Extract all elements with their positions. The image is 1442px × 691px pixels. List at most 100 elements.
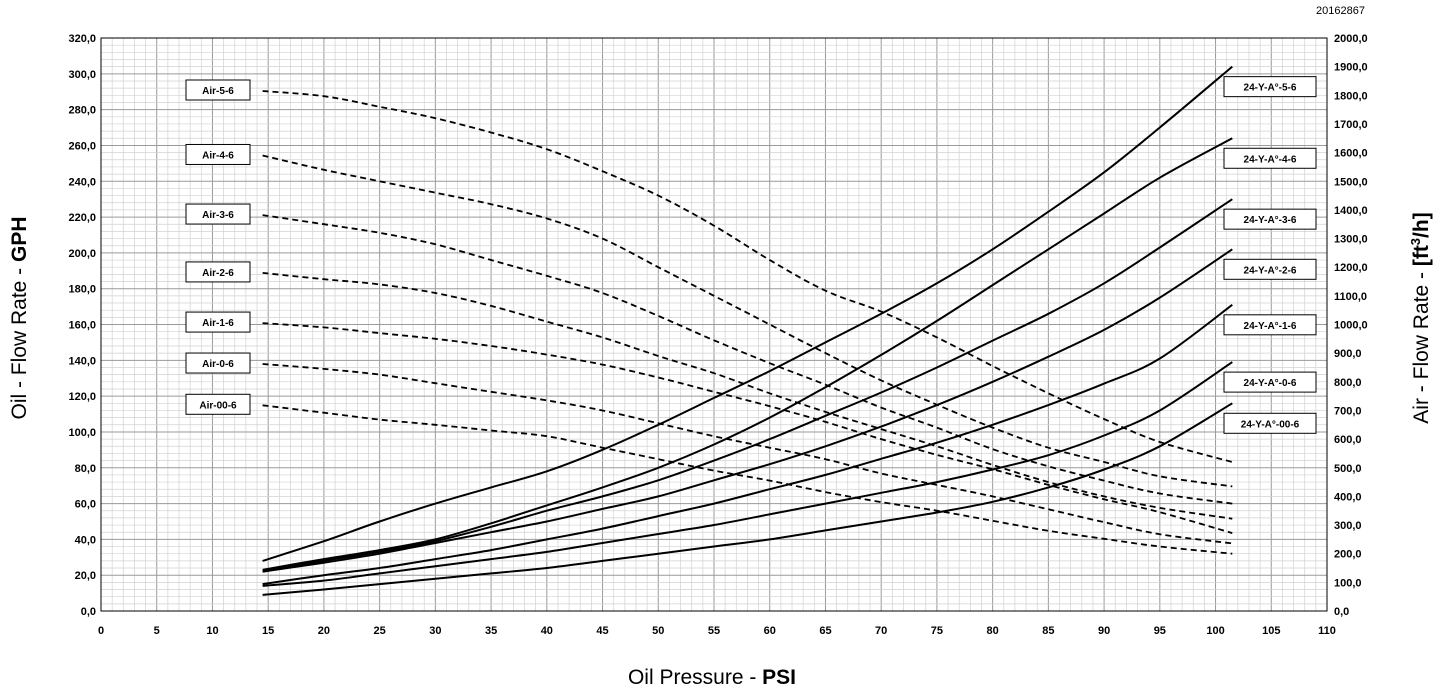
air-series-label: Air-4-6 [185, 143, 251, 165]
left-y-tick-label: 20,0 [75, 570, 96, 582]
x-tick-label: 10 [206, 625, 218, 637]
oil-series-label-frame [1223, 208, 1317, 230]
right-y-tick-label: 200,0 [1334, 549, 1362, 561]
left-y-tick-label: 320,0 [68, 33, 96, 45]
x-tick-label: 25 [374, 625, 386, 637]
oil-series-label-frame [1223, 412, 1317, 434]
x-tick-label: 70 [875, 625, 887, 637]
left-y-tick-label: 40,0 [75, 534, 96, 546]
air-series-label-frame [185, 393, 251, 415]
left-y-tick-label: 120,0 [68, 391, 96, 403]
right-y-tick-label: 1800,0 [1334, 90, 1368, 102]
oil-series-line [262, 361, 1233, 587]
x-tick-label: 40 [541, 625, 553, 637]
left-y-tick-label: 260,0 [68, 140, 96, 152]
air-series-label-text: Air-3-6 [202, 210, 234, 221]
air-series-label-text: Air-0-6 [202, 359, 234, 370]
x-tick-label: 65 [819, 625, 831, 637]
air-series-label-frame [185, 352, 251, 374]
air-series-label-text: Air-1-6 [202, 318, 234, 329]
right-y-tick-label: 900,0 [1334, 348, 1362, 360]
left-y-tick-label: 0,0 [81, 606, 96, 618]
oil-series-label-frame [1223, 258, 1317, 280]
air-series-line [262, 322, 1233, 534]
x-tick-label: 105 [1262, 625, 1280, 637]
right-y-tick-label: 0,0 [1334, 606, 1349, 618]
air-series-label-text: Air-4-6 [202, 150, 234, 161]
x-tick-label: 20 [318, 625, 330, 637]
right-y-tick-label: 2000,0 [1334, 33, 1368, 45]
oil-series-label: 24-Y-A°-0-6 [1223, 371, 1317, 393]
air-series-label-text: Air-2-6 [202, 268, 234, 279]
oil-series-label: 24-Y-A°-00-6 [1223, 412, 1317, 434]
x-tick-label: 100 [1206, 625, 1224, 637]
x-tick-label: 45 [596, 625, 608, 637]
oil-series-line [262, 303, 1233, 586]
air-series-line [262, 404, 1233, 555]
x-axis-title-unit: PSI [762, 666, 796, 689]
x-tick-label: 85 [1042, 625, 1054, 637]
air-series-label: Air-3-6 [185, 203, 251, 225]
document-id: 20162867 [1316, 5, 1365, 17]
left-y-tick-label: 160,0 [68, 320, 96, 332]
oil-series-line [262, 402, 1233, 596]
plot-area-frame [100, 37, 1328, 612]
air-series-line [262, 272, 1233, 520]
right-y-axis-ticks: 0,0 100,0 200,0 300,0 400,0 500,0 600,0 700,0 80… [1334, 33, 1368, 618]
x-tick-label: 95 [1154, 625, 1166, 637]
oil-series-line [262, 137, 1233, 571]
air-series-label-text: Air-5-6 [202, 86, 234, 97]
right-y-tick-label: 1200,0 [1334, 262, 1368, 274]
air-series-label-frame [185, 203, 251, 225]
oil-series-line [262, 65, 1233, 562]
right-y-tick-label: 1700,0 [1334, 119, 1368, 131]
x-tick-label: 0 [98, 625, 104, 637]
air-series-line [262, 214, 1233, 505]
x-tick-label: 80 [987, 625, 999, 637]
left-y-axis-title-text: Oil - Flow Rate - [8, 262, 31, 420]
air-series-line [262, 363, 1233, 545]
oil-series-label-text: 24-Y-A°-3-6 [1244, 215, 1297, 226]
oil-series-line [262, 198, 1233, 573]
right-y-axis-title-unit-suffix: /h] [1410, 212, 1433, 238]
air-series-label: Air-1-6 [185, 311, 251, 333]
left-y-tick-label: 140,0 [68, 355, 96, 367]
oil-series-label-frame [1223, 314, 1317, 336]
right-y-tick-label: 400,0 [1334, 491, 1362, 503]
right-y-axis-title-unit-prefix: [ft [1410, 245, 1433, 266]
right-y-tick-label: 800,0 [1334, 377, 1362, 389]
left-y-tick-label: 80,0 [75, 463, 96, 475]
oil-series-labels: 24-Y-A°-5-6 24-Y-A°-4-6 24-Y-A°-3-6 24-Y-A°… [1223, 76, 1317, 434]
right-y-tick-label: 1400,0 [1334, 205, 1368, 217]
right-y-tick-label: 1500,0 [1334, 176, 1368, 188]
right-y-axis-title: Air - Flow Rate - [ft3/h] [1408, 212, 1433, 423]
left-y-tick-label: 100,0 [68, 427, 96, 439]
oil-series-label-frame [1223, 76, 1317, 98]
x-tick-label: 75 [931, 625, 943, 637]
oil-series-label-frame [1223, 371, 1317, 393]
right-y-tick-label: 300,0 [1334, 520, 1362, 532]
left-y-tick-label: 280,0 [68, 105, 96, 117]
air-series-label: Air-0-6 [185, 352, 251, 374]
left-y-tick-label: 220,0 [68, 212, 96, 224]
x-tick-label: 35 [485, 625, 497, 637]
oil-series-label-text: 24-Y-A°-00-6 [1241, 419, 1300, 430]
oil-series-label-text: 24-Y-A°-1-6 [1244, 321, 1297, 332]
right-y-tick-label: 1600,0 [1334, 148, 1368, 160]
air-series-label-frame [185, 143, 251, 165]
left-y-axis-title: Oil - Flow Rate - GPH [8, 216, 31, 419]
left-y-tick-label: 180,0 [68, 284, 96, 296]
right-y-tick-label: 500,0 [1334, 463, 1362, 475]
left-y-tick-label: 300,0 [68, 69, 96, 81]
x-tick-label: 55 [708, 625, 720, 637]
x-tick-label: 90 [1098, 625, 1110, 637]
x-tick-label: 15 [262, 625, 274, 637]
air-series-label: Air-5-6 [185, 79, 251, 101]
x-axis-title-text: Oil Pressure - [628, 666, 762, 689]
air-series-label: Air-2-6 [185, 261, 251, 283]
oil-series-label: 24-Y-A°-2-6 [1223, 258, 1317, 280]
oil-series-line [262, 248, 1233, 573]
left-y-tick-label: 60,0 [75, 499, 96, 511]
x-tick-label: 50 [652, 625, 664, 637]
